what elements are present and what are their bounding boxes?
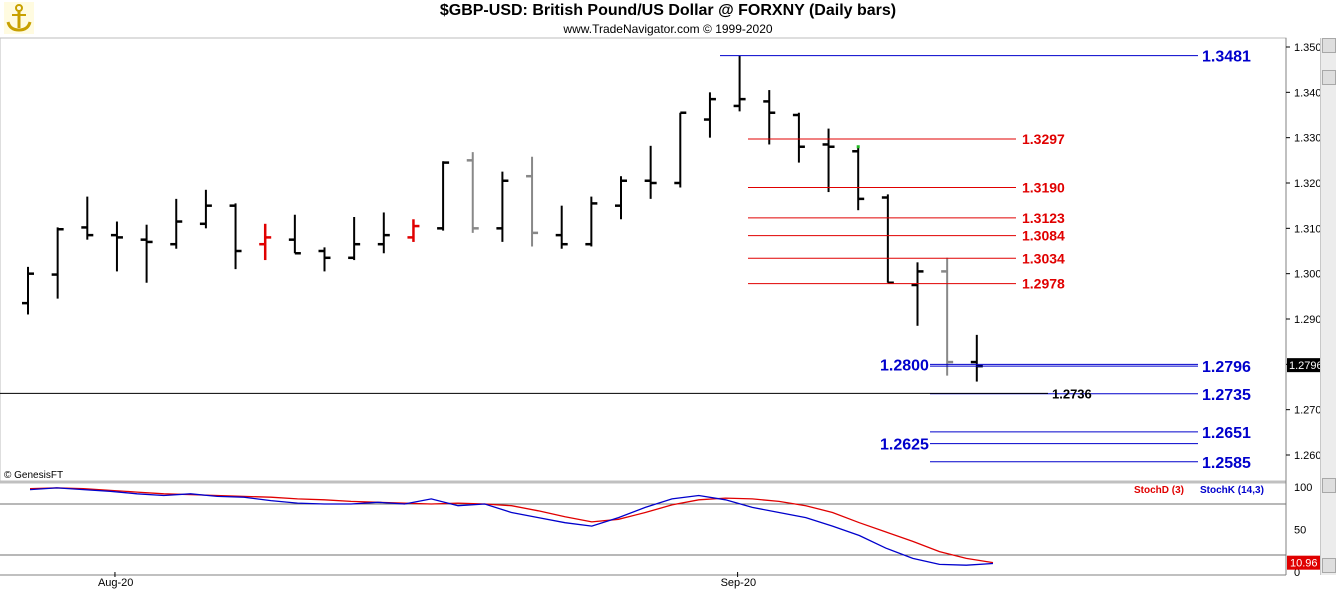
price-axis-label: 1.3400 [1294,87,1328,99]
price-axis-label: 1.3500 [1294,42,1328,54]
ohlc-bar [496,171,509,242]
anchor-logo-icon [4,2,34,34]
signal-dot [856,145,860,149]
ohlc-bar [792,112,805,163]
ohlc-bar [437,161,450,231]
ohlc-bar [526,156,539,247]
ohlc-bar [941,257,954,376]
fib-level-label: 1.3190 [1022,180,1065,196]
chart-subtitle: www.TradeNavigator.com © 1999-2020 [563,22,773,36]
ohlc-bar [852,146,865,211]
stoch-series-line [29,487,994,564]
ohlc-bar [733,55,746,112]
ohlc-bar [881,194,894,284]
chart-header: $GBP-USD: British Pound/US Dollar @ FORX… [0,0,1336,38]
last-stoch-label: 10.96 [1290,558,1318,570]
ohlc-bar [674,111,687,188]
price-axis-label: 1.2700 [1294,405,1328,417]
ohlc-bar [51,227,64,299]
time-axis-label: Sep-20 [721,577,756,589]
blue-level-label: 1.3481 [1202,49,1251,66]
fib-level-label: 1.3034 [1022,250,1065,266]
scroll-up-arrow-icon[interactable] [1322,38,1336,53]
price-axis-label: 1.2600 [1294,450,1328,462]
support-level-label: 1.2736 [1052,386,1092,401]
stoch-axis-label: 0 [1294,567,1300,579]
price-axis-label: 1.3000 [1294,269,1328,281]
ohlc-bar [466,152,479,233]
ohlc-bar [763,90,776,145]
stoch-axis-label: 50 [1294,525,1306,537]
ohlc-bar [259,223,272,261]
ohlc-bar [229,203,242,270]
vertical-scrollbar[interactable] [1320,38,1336,575]
price-axis-label: 1.3200 [1294,178,1328,190]
last-price-label: 1.2796 [1289,360,1323,372]
ohlc-bar [199,189,212,229]
watermark: © GenesisFT [4,470,63,481]
ohlc-bar [318,247,331,272]
ohlc-bar [81,196,94,240]
fib-level-label: 1.2978 [1022,276,1065,292]
ohlc-bar [288,214,301,255]
fib-level-label: 1.3084 [1022,228,1065,244]
blue-level-label: 1.2800 [880,357,929,374]
last-stoch-box [1287,555,1320,570]
blue-level-label: 1.2625 [880,437,929,454]
ohlc-bar [140,224,153,283]
price-panel [0,37,1287,483]
blue-level-label: 1.2585 [1202,455,1251,472]
ohlc-bar [644,145,657,199]
ohlc-bar [110,221,123,272]
fib-level-label: 1.3297 [1022,131,1065,147]
chart-title: $GBP-USD: British Pound/US Dollar @ FORX… [439,2,897,19]
fib-level-label: 1.3123 [1022,210,1065,226]
stoch-series-line [29,487,994,566]
ohlc-bar [911,262,924,326]
ohlc-bar [348,217,361,261]
scroll-up-arrow-icon[interactable] [1322,70,1336,85]
price-axis-label: 1.3300 [1294,133,1328,145]
blue-level-label: 1.2735 [1202,387,1251,404]
time-axis-label: Aug-20 [98,577,133,589]
ohlc-bar [407,219,420,242]
ohlc-bar [585,196,598,247]
scroll-down-arrow-icon[interactable] [1322,558,1336,573]
stoch-legend-k: StochK (14,3) [1200,485,1264,496]
price-axis-label: 1.2900 [1294,314,1328,326]
ohlc-bar [615,176,627,220]
stoch-axis-label: 100 [1294,482,1312,494]
blue-level-label: 1.2651 [1202,425,1251,442]
ohlc-bar [555,205,568,249]
ohlc-bar [703,92,716,138]
scroll-down-arrow-icon[interactable] [1322,478,1336,493]
ohlc-bar [377,212,390,254]
blue-level-label: 1.2796 [1202,359,1251,376]
price-axis-label: 1.3100 [1294,223,1328,235]
ohlc-bar [170,198,183,249]
ohlc-bar [22,266,34,315]
stoch-legend-d: StochD (3) [1134,485,1184,496]
last-price-box [1287,358,1320,373]
